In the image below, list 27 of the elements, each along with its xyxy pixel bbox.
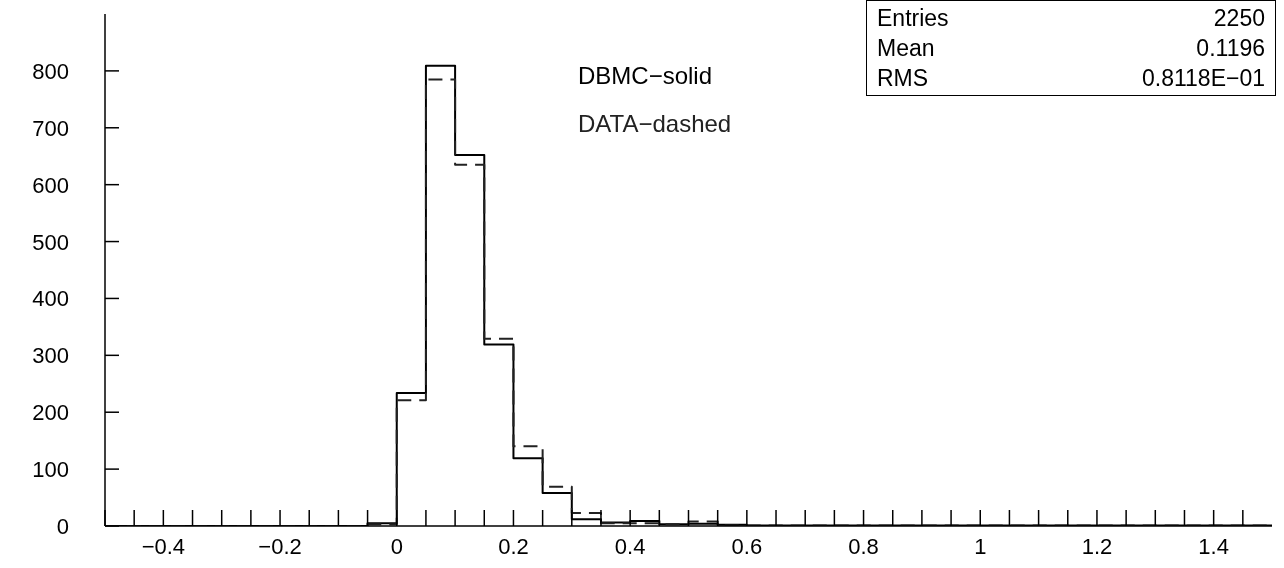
x-tick-label: 0	[390, 534, 403, 559]
x-tick-label: 1.4	[1198, 534, 1229, 559]
annotation: 0.1196	[1196, 34, 1265, 63]
y-tick-label: 0	[56, 514, 69, 539]
x-tick-label: 0.2	[498, 534, 529, 559]
text: DBMC−solid	[578, 61, 714, 91]
annotation: RMS	[877, 64, 929, 93]
x-tick-label: 0.8	[848, 534, 879, 559]
y-tick-label: 600	[32, 172, 69, 198]
y-tick-label: 200	[32, 400, 69, 426]
x-tick-label: 0.6	[731, 534, 763, 559]
annotation: 0.8118E−01	[1142, 64, 1265, 93]
y-tick-label: 400	[32, 286, 69, 312]
x-tick-label: 1	[974, 534, 987, 559]
annotation: 2250	[1213, 4, 1265, 33]
y-tick-label: 700	[32, 115, 69, 141]
y-tick-label: 500	[32, 229, 69, 255]
annotation: Entries	[877, 4, 949, 33]
text: DATA−dashed	[578, 109, 732, 139]
annotation: Mean	[877, 34, 935, 63]
x-tick-label: 0.4	[614, 534, 646, 559]
y-tick-label: 800	[32, 58, 69, 84]
x-tick-label: 1.2	[1081, 534, 1113, 559]
y-tick-label: 100	[32, 457, 69, 483]
y-tick-label: 300	[32, 343, 69, 369]
x-tick-label: −0.2	[258, 534, 302, 559]
x-tick-label: −0.4	[141, 534, 186, 559]
